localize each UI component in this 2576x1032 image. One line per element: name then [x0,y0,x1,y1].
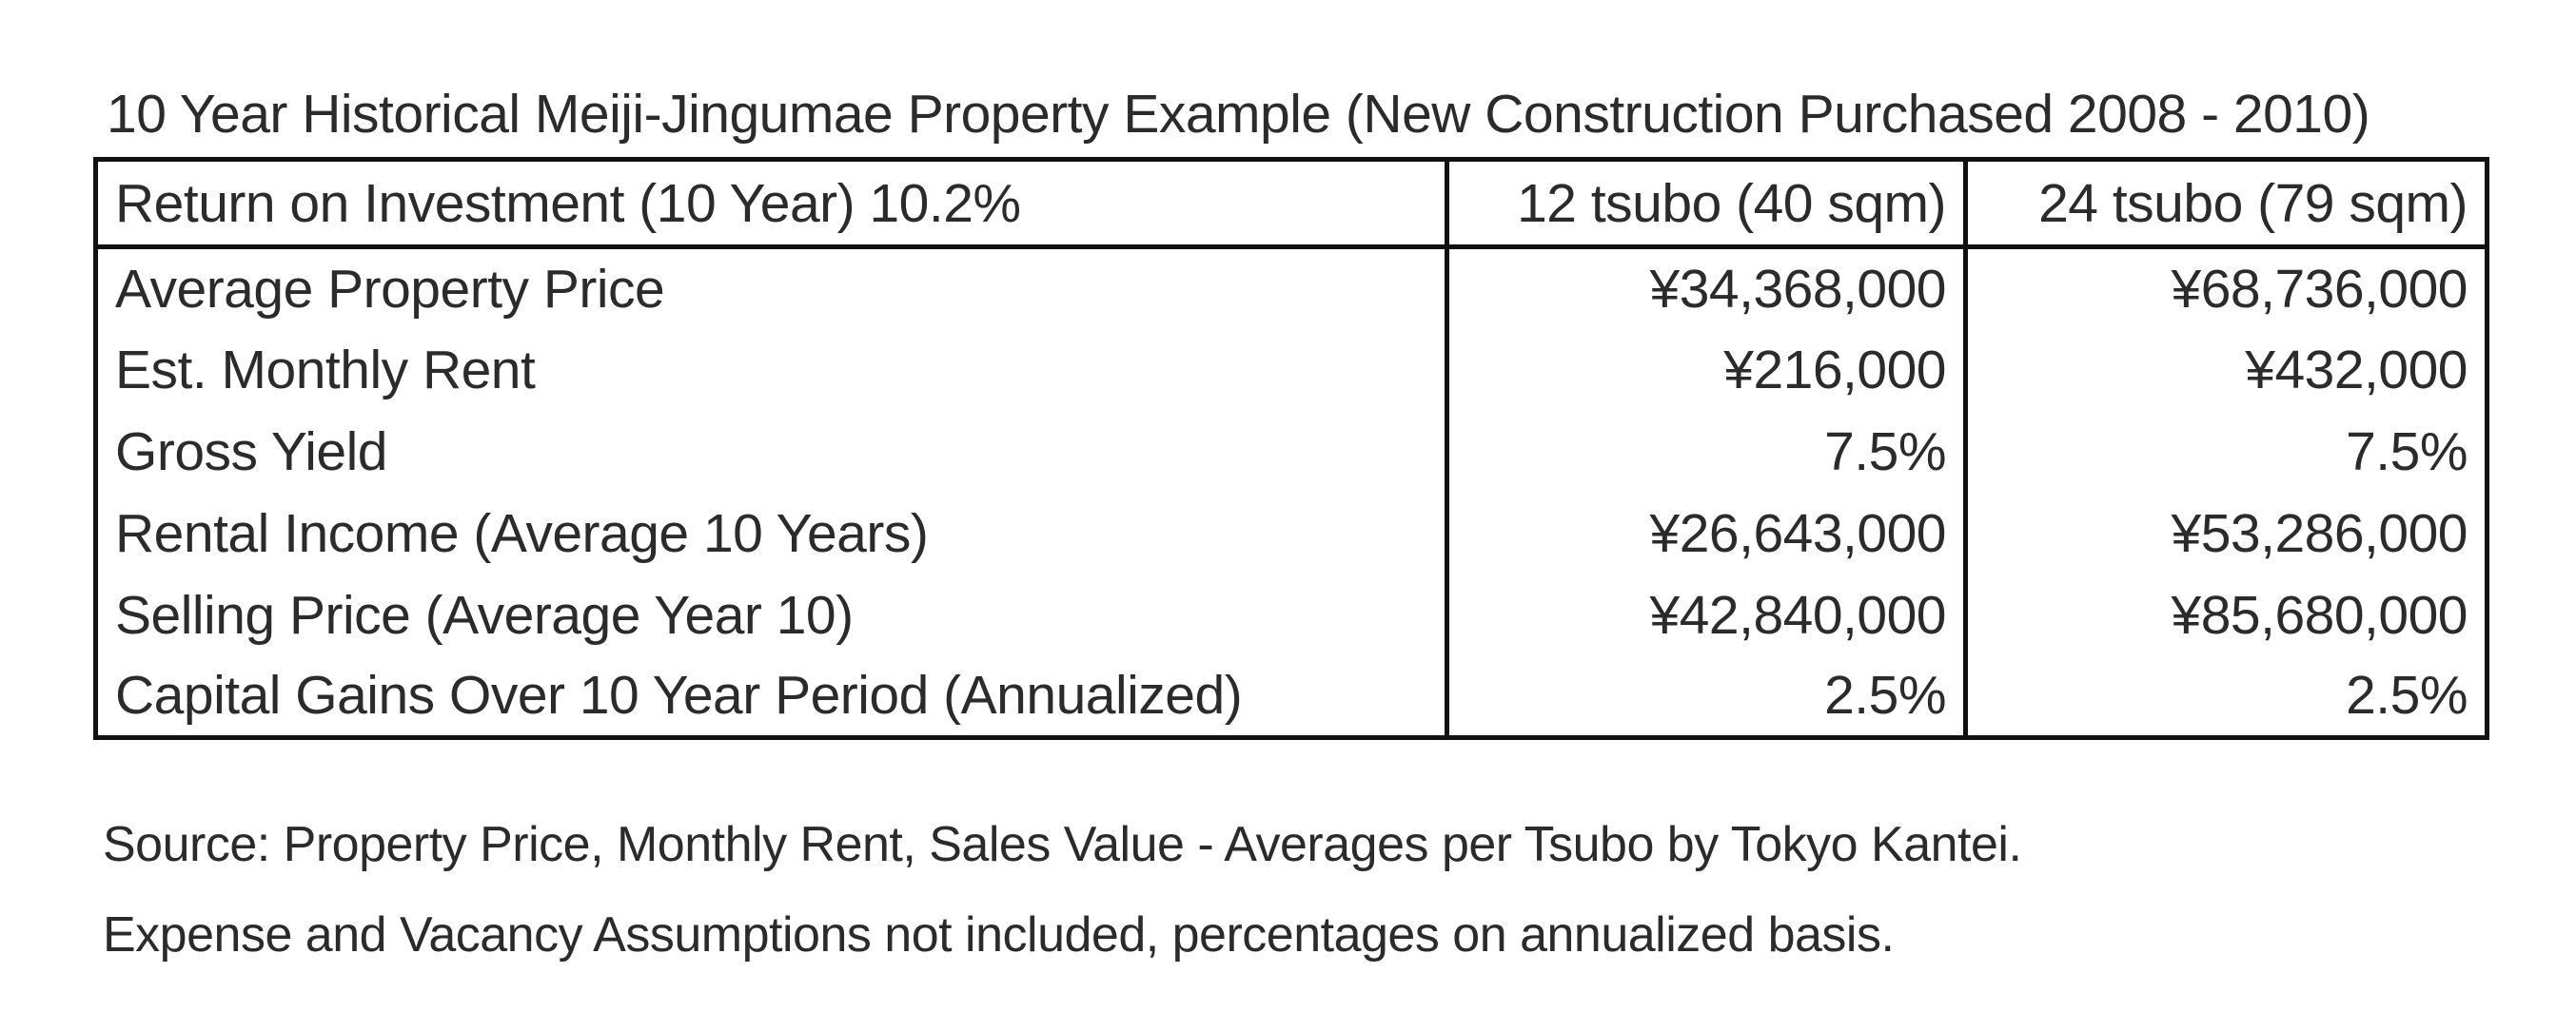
table-row: Gross Yield 7.5% 7.5% [96,410,2488,493]
roi-header-cell: Return on Investment (10 Year) 10.2% [95,159,1447,249]
value-12-tsubo: ¥42,840,000 [1445,574,1966,656]
value-12-tsubo: ¥26,643,000 [1445,492,1966,574]
row-label: Capital Gains Over 10 Year Period (Annua… [115,665,1243,727]
table-header-row: Return on Investment (10 Year) 10.2% 12 … [95,159,2488,249]
column-header-12-tsubo: 12 tsubo (40 sqm) [1445,159,1966,249]
value-24-tsubo: ¥53,286,000 [1963,492,2488,574]
table-row: Average Property Price ¥34,368,000 ¥68,7… [96,246,2488,329]
value-12-tsubo: ¥34,368,000 [1445,246,1966,329]
row-label: Est. Monthly Rent [115,339,536,400]
row-label: Average Property Price [115,258,665,320]
value-24-tsubo: 7.5% [1963,410,2488,493]
value-12-tsubo: 2.5% [1445,655,1966,738]
value-12-tsubo: 7.5% [1445,410,1966,493]
table-title: 10 Year Historical Meiji-Jingumae Proper… [107,84,2370,145]
table-row: Est. Monthly Rent ¥216,000 ¥432,000 [96,328,2488,411]
table-row: Selling Price (Average Year 10) ¥42,840,… [96,574,2488,656]
value-24-tsubo: ¥432,000 [1963,328,2488,411]
value-24-tsubo: ¥68,736,000 [1963,246,2488,329]
row-label: Gross Yield [115,420,387,482]
value-24-tsubo: ¥85,680,000 [1963,574,2488,656]
roi-table: Return on Investment (10 Year) 10.2% 12 … [93,157,2489,740]
value-24-tsubo: 2.5% [1963,655,2488,738]
source-footnote: Source: Property Price, Monthly Rent, Sa… [103,817,2022,872]
row-label: Selling Price (Average Year 10) [115,584,854,646]
row-label: Rental Income (Average 10 Years) [115,502,929,564]
column-header-24-tsubo: 24 tsubo (79 sqm) [1963,159,2488,249]
value-12-tsubo: ¥216,000 [1445,328,1966,411]
table-row: Rental Income (Average 10 Years) ¥26,643… [96,492,2488,574]
assumptions-footnote: Expense and Vacancy Assumptions not incl… [103,907,1895,963]
table-row: Capital Gains Over 10 Year Period (Annua… [96,655,2488,738]
